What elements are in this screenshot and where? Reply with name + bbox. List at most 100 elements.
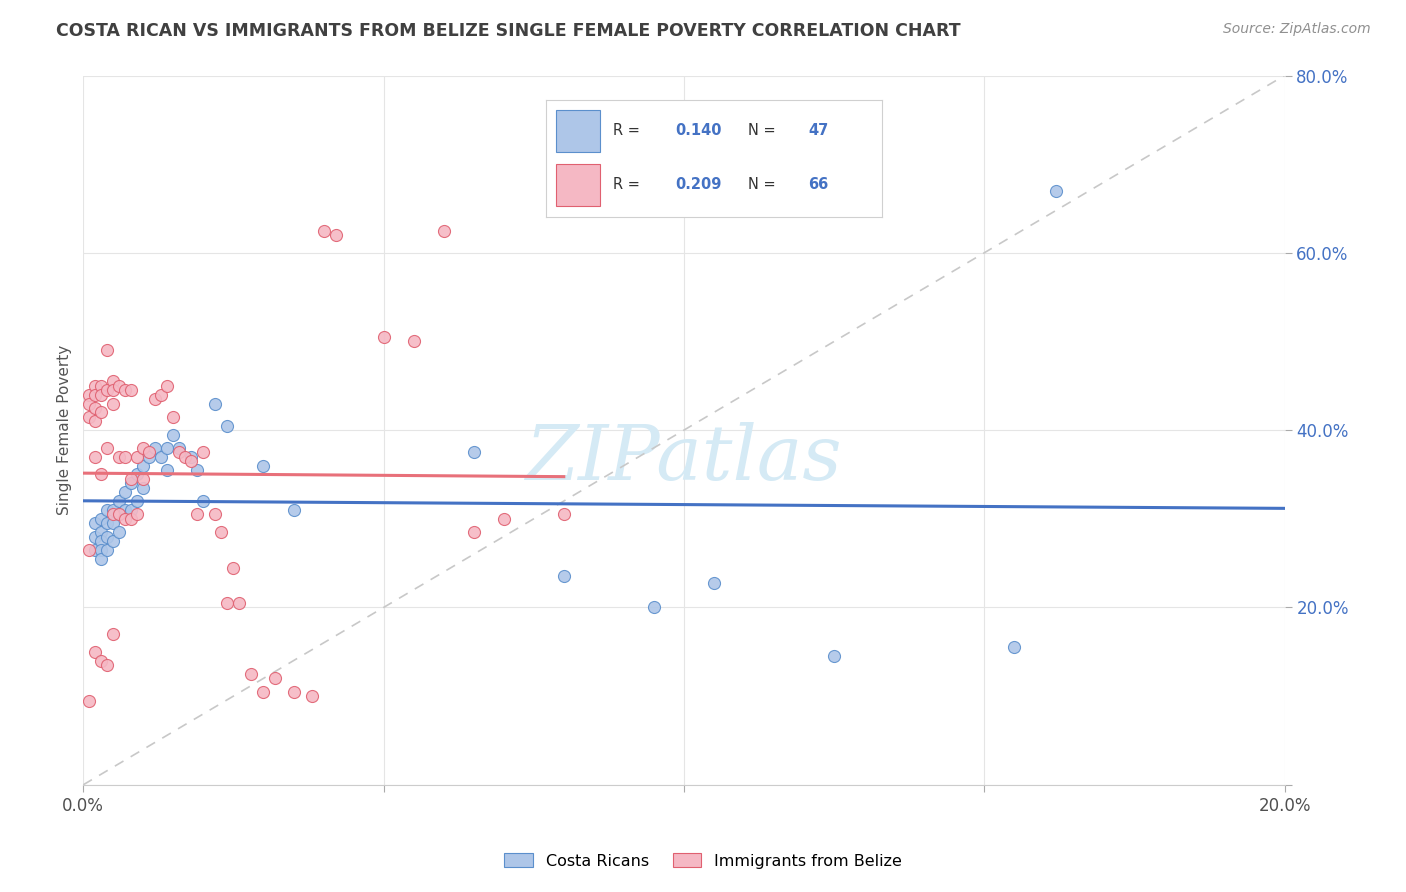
Point — [1045, 184, 1067, 198]
Point — [252, 684, 274, 698]
Point — [169, 441, 191, 455]
Point — [204, 396, 226, 410]
Point — [84, 450, 107, 464]
Point — [84, 414, 107, 428]
Point — [150, 387, 173, 401]
Point — [138, 450, 160, 464]
Point — [162, 409, 184, 424]
Point — [217, 418, 239, 433]
Point — [156, 379, 179, 393]
Point — [325, 228, 347, 243]
Point — [103, 533, 125, 548]
Point — [120, 512, 142, 526]
Point — [108, 508, 131, 522]
Point — [186, 463, 208, 477]
Point — [433, 224, 456, 238]
Point — [103, 627, 125, 641]
Point — [132, 472, 155, 486]
Point — [204, 508, 226, 522]
Point — [96, 529, 118, 543]
Text: COSTA RICAN VS IMMIGRANTS FROM BELIZE SINGLE FEMALE POVERTY CORRELATION CHART: COSTA RICAN VS IMMIGRANTS FROM BELIZE SI… — [56, 22, 960, 40]
Point — [127, 494, 149, 508]
Point — [138, 445, 160, 459]
Point — [373, 330, 395, 344]
Point — [103, 516, 125, 531]
Point — [114, 485, 136, 500]
Point — [145, 392, 167, 406]
Point — [84, 387, 107, 401]
Point — [553, 569, 575, 583]
Point — [162, 427, 184, 442]
Point — [132, 481, 155, 495]
Point — [79, 693, 101, 707]
Point — [84, 401, 107, 415]
Point — [217, 596, 239, 610]
Text: ZIPatlas: ZIPatlas — [526, 422, 842, 496]
Point — [84, 516, 107, 531]
Point — [120, 476, 142, 491]
Point — [193, 494, 215, 508]
Point — [553, 508, 575, 522]
Point — [240, 667, 263, 681]
Point — [84, 645, 107, 659]
Point — [79, 542, 101, 557]
Point — [90, 533, 112, 548]
Point — [120, 503, 142, 517]
Point — [283, 684, 305, 698]
Point — [96, 658, 118, 673]
Point — [90, 405, 112, 419]
Point — [127, 450, 149, 464]
Point — [120, 472, 142, 486]
Point — [492, 512, 515, 526]
Point — [90, 542, 112, 557]
Point — [463, 445, 485, 459]
Point — [103, 503, 125, 517]
Point — [283, 503, 305, 517]
Point — [90, 525, 112, 540]
Point — [402, 334, 425, 349]
Point — [108, 450, 131, 464]
Point — [114, 383, 136, 397]
Point — [79, 409, 101, 424]
Point — [180, 450, 202, 464]
Point — [169, 445, 191, 459]
Point — [103, 508, 125, 522]
Point — [463, 525, 485, 540]
Point — [108, 525, 131, 540]
Point — [90, 379, 112, 393]
Point — [84, 529, 107, 543]
Legend: Costa Ricans, Immigrants from Belize: Costa Ricans, Immigrants from Belize — [498, 847, 908, 875]
Point — [193, 445, 215, 459]
Point — [252, 458, 274, 473]
Point — [145, 441, 167, 455]
Point — [90, 467, 112, 482]
Point — [96, 383, 118, 397]
Point — [643, 600, 665, 615]
Point — [96, 503, 118, 517]
Point — [127, 467, 149, 482]
Point — [96, 441, 118, 455]
Point — [84, 542, 107, 557]
Point — [174, 450, 197, 464]
Point — [180, 454, 202, 468]
Point — [209, 525, 232, 540]
Point — [228, 596, 250, 610]
Point — [84, 379, 107, 393]
Point — [156, 441, 179, 455]
Point — [703, 575, 725, 590]
Point — [312, 224, 335, 238]
Point — [90, 654, 112, 668]
Point — [108, 494, 131, 508]
Point — [114, 512, 136, 526]
Point — [108, 508, 131, 522]
Point — [114, 503, 136, 517]
Point — [103, 396, 125, 410]
Y-axis label: Single Female Poverty: Single Female Poverty — [58, 345, 72, 516]
Point — [96, 343, 118, 358]
Point — [103, 375, 125, 389]
Point — [156, 463, 179, 477]
Point — [114, 450, 136, 464]
Point — [150, 450, 173, 464]
Point — [108, 379, 131, 393]
Point — [127, 508, 149, 522]
